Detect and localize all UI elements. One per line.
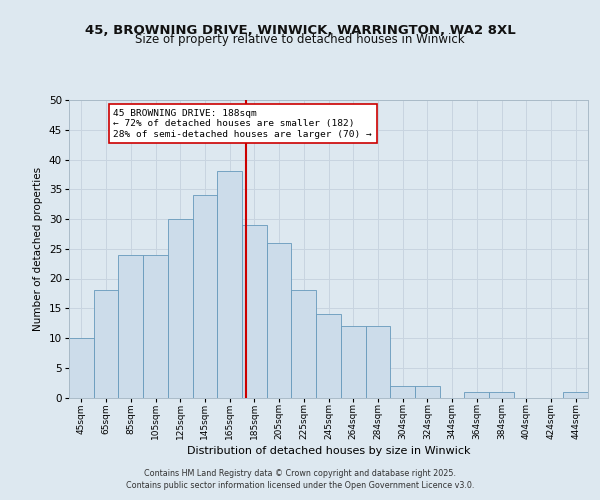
Text: 45 BROWNING DRIVE: 188sqm
← 72% of detached houses are smaller (182)
28% of semi: 45 BROWNING DRIVE: 188sqm ← 72% of detac… [113,109,372,138]
Bar [341,326,365,398]
Bar [415,386,440,398]
Bar [143,254,168,398]
Bar [168,219,193,398]
Bar [365,326,390,398]
Y-axis label: Number of detached properties: Number of detached properties [33,166,43,331]
Bar [118,254,143,398]
Text: Contains HM Land Registry data © Crown copyright and database right 2025.: Contains HM Land Registry data © Crown c… [144,470,456,478]
Bar [193,195,217,398]
Bar [464,392,489,398]
Bar [69,338,94,398]
Bar [267,243,292,398]
Text: 45, BROWNING DRIVE, WINWICK, WARRINGTON, WA2 8XL: 45, BROWNING DRIVE, WINWICK, WARRINGTON,… [85,24,515,36]
Bar [292,290,316,398]
Text: Contains public sector information licensed under the Open Government Licence v3: Contains public sector information licen… [126,480,474,490]
Bar [563,392,588,398]
Bar [390,386,415,398]
Bar [217,172,242,398]
Bar [316,314,341,398]
Bar [489,392,514,398]
Text: Size of property relative to detached houses in Winwick: Size of property relative to detached ho… [135,32,465,46]
Bar [242,225,267,398]
X-axis label: Distribution of detached houses by size in Winwick: Distribution of detached houses by size … [187,446,470,456]
Bar [94,290,118,398]
